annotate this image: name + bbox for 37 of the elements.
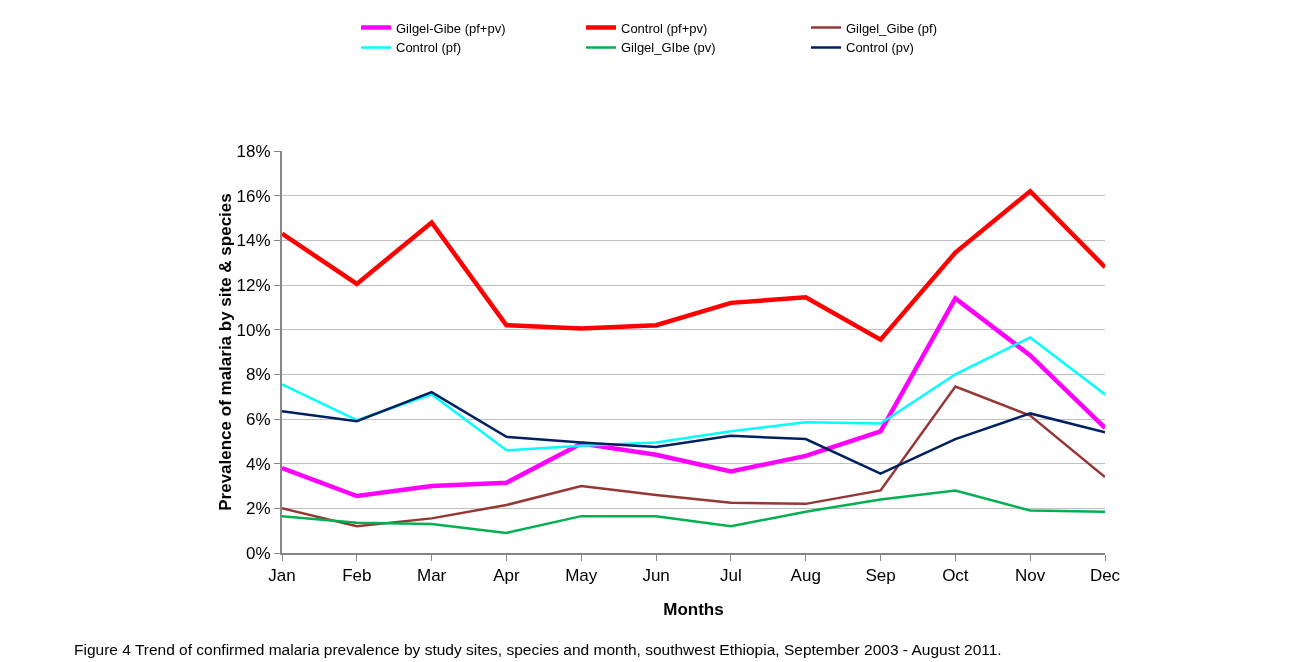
legend-label: Control (pv) xyxy=(846,40,914,56)
line-series xyxy=(282,390,1105,475)
legend-label: Control (pf+pv) xyxy=(621,20,708,36)
y-tick-label: 12% xyxy=(236,275,271,295)
y-tick-label: 6% xyxy=(246,409,271,429)
y-tick-label: 10% xyxy=(236,320,271,340)
y-axis-title: Prevalence of malaria by site & species xyxy=(215,193,235,511)
x-tick-label: Jan xyxy=(268,566,296,586)
y-tick-label: 14% xyxy=(236,231,271,251)
y-tick-label: 8% xyxy=(246,365,271,385)
x-tick-label: Mar xyxy=(417,566,447,586)
line-series xyxy=(282,336,1105,452)
line-series xyxy=(282,296,1105,499)
x-tick-label: May xyxy=(565,566,598,586)
y-tick-label: 16% xyxy=(236,186,271,206)
x-tick-label: Jun xyxy=(642,566,670,586)
y-tick-label: 0% xyxy=(246,543,271,563)
x-tick-label: Jul xyxy=(720,566,742,586)
y-tick-label: 18% xyxy=(236,141,271,161)
x-tick-label: Dec xyxy=(1089,566,1121,586)
caption: Figure 4 Trend of confirmed malaria prevalence by study sites, species and month, southwest Ethiopia, September 2003 - August 2011. xyxy=(74,641,1002,658)
x-tick-label: Aug xyxy=(790,566,821,586)
line-series xyxy=(282,188,1105,342)
x-tick-label: Nov xyxy=(1015,566,1046,586)
x-tick-label: Feb xyxy=(342,566,372,586)
x-tick-label: Oct xyxy=(942,566,969,586)
legend-label: Gilgel-Gibe (pf+pv) xyxy=(396,20,506,36)
x-tick-label: Apr xyxy=(493,566,521,586)
x-tick-label: Sep xyxy=(865,566,896,586)
y-tick-label: 2% xyxy=(246,499,271,519)
y-tick-label: 4% xyxy=(246,454,271,474)
legend-label: Control (pf) xyxy=(396,40,462,56)
x-axis-title: Months xyxy=(663,600,724,619)
legend-label: Gilgel_Gibe (pf) xyxy=(846,20,938,36)
line-series xyxy=(282,489,1105,535)
line-series xyxy=(282,385,1105,528)
legend-label: Gilgel_GIbe (pv) xyxy=(621,40,716,56)
